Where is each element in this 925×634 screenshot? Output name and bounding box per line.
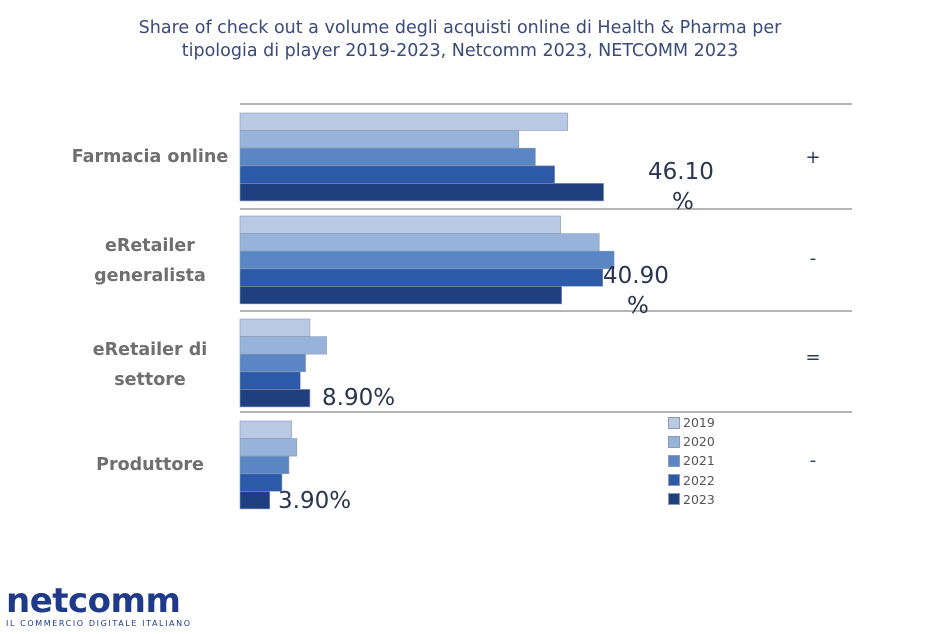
legend-swatch (668, 454, 680, 467)
data-label-line: 46.10 (648, 159, 714, 185)
bar-2019-cat-1 (239, 215, 562, 234)
category-label-line: eRetailer (105, 236, 195, 256)
bar-2019-cat-2 (239, 318, 311, 337)
category-label-line: Produttore (96, 455, 204, 475)
bar-2020-cat-1 (239, 233, 600, 252)
trend-marker: + (805, 147, 821, 168)
legend-item: 2022 (668, 471, 715, 490)
legend-swatch (668, 474, 680, 487)
data-label: 3.90% (278, 486, 368, 516)
category-label: Farmacia online (50, 142, 250, 172)
trend-marker: = (805, 347, 821, 368)
bar-2021-cat-0 (239, 147, 536, 166)
legend-swatch (668, 416, 680, 429)
legend-item: 2023 (668, 490, 715, 509)
bar-2021-cat-1 (239, 250, 615, 269)
bar-2022-cat-1 (239, 268, 604, 287)
bar-2022-cat-0 (239, 165, 555, 184)
legend-label: 2019 (683, 415, 715, 431)
category-label-line: eRetailer di (92, 340, 208, 360)
legend-item: 2019 (668, 413, 715, 432)
legend-item: 2021 (668, 451, 715, 470)
logo-wordmark: netcomm (6, 581, 181, 621)
category-label-line: generalista (94, 266, 206, 286)
legend-swatch (668, 493, 680, 506)
bar-2019-cat-0 (239, 112, 569, 131)
trend-marker: - (809, 450, 817, 471)
bar-2019-cat-3 (239, 420, 292, 439)
chart-title-line-2: tipologia di player 2019-2023, Netcomm 2… (181, 41, 739, 61)
bar-2023-cat-3 (239, 491, 271, 510)
data-label: 8.90% (322, 383, 412, 413)
category-label: Produttore (50, 450, 250, 480)
legend-label: 2020 (683, 434, 715, 450)
trend-marker: - (809, 248, 817, 269)
bar-2020-cat-0 (239, 130, 520, 149)
data-label-line: 3.90% (278, 488, 352, 514)
data-label: 46.10% (648, 157, 738, 217)
bar-2020-cat-2 (239, 336, 327, 355)
chart-title: Share of check out a volume degli acquis… (80, 17, 840, 63)
category-label-line: settore (114, 370, 186, 390)
bar-2023-cat-1 (239, 286, 562, 305)
category-label: eRetailer di settore (50, 335, 250, 395)
legend-swatch (668, 435, 680, 448)
data-label-line: % (627, 293, 649, 319)
data-label-line: % (672, 189, 694, 215)
category-label-line: Farmacia online (71, 147, 229, 167)
legend-label: 2021 (683, 453, 715, 469)
legend-item: 2020 (668, 432, 715, 451)
data-label: 40.90% (603, 261, 693, 321)
legend-label: 2022 (683, 472, 715, 488)
category-label: eRetailer generalista (50, 231, 250, 291)
bar-2023-cat-2 (239, 389, 311, 408)
data-label-line: 8.90% (322, 385, 396, 411)
legend: 2019 2020 2021 2022 2023 (668, 413, 715, 509)
bar-2023-cat-0 (239, 183, 604, 202)
netcomm-logo: netcomm IL COMMERCIO DIGITALE ITALIANO (6, 583, 192, 628)
data-label-line: 40.90 (603, 263, 669, 289)
chart-title-line-1: Share of check out a volume degli acquis… (138, 18, 782, 38)
logo-tagline: IL COMMERCIO DIGITALE ITALIANO (6, 619, 192, 628)
legend-label: 2023 (683, 491, 715, 507)
